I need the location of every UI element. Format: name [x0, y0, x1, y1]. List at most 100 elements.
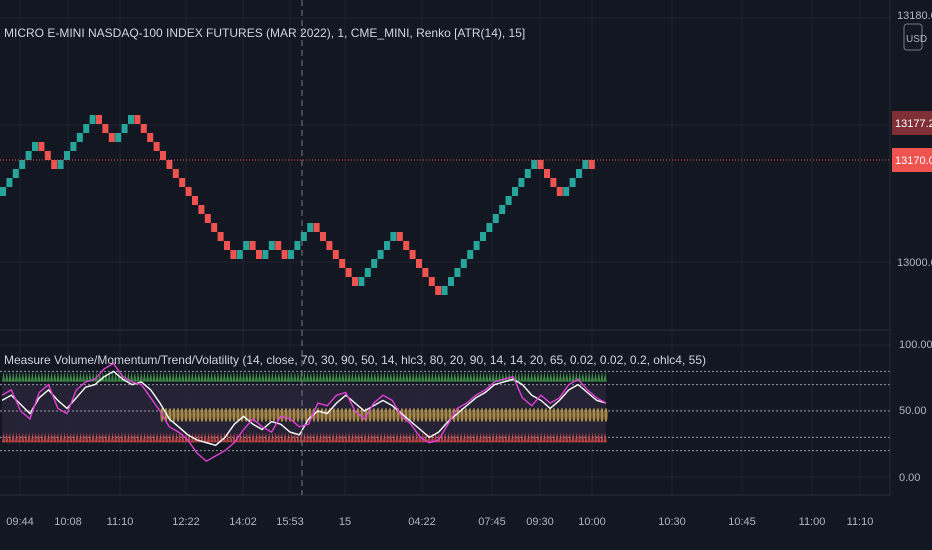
indicator-axis-100: 100.00	[899, 339, 932, 351]
indicator-axis-0: 0.00	[899, 472, 920, 484]
upper-signal-marker	[459, 371, 463, 382]
lower-signal-marker	[450, 432, 454, 443]
lower-signal-marker	[280, 432, 284, 443]
upper-signal-marker	[107, 371, 111, 382]
indicator-axis-50: 50.00	[899, 405, 927, 417]
renko-brick-down	[396, 232, 403, 241]
upper-signal-marker	[552, 371, 556, 382]
mid-band-marker	[200, 408, 204, 422]
mid-band-marker	[600, 408, 604, 422]
lower-signal-marker	[539, 432, 543, 443]
lower-signal-marker	[53, 432, 57, 443]
lower-signal-marker	[306, 432, 310, 443]
renko-brick-down	[38, 142, 45, 151]
time-axis[interactable]: 09:44 10:08 11:10 12:22 14:02 15:53 15 04:22 07:…	[6, 516, 873, 528]
upper-signal-marker	[142, 371, 146, 382]
upper-signal-marker	[526, 371, 530, 382]
mid-band-marker	[392, 408, 396, 422]
upper-signal-marker	[453, 371, 457, 382]
upper-signal-marker	[238, 371, 242, 382]
upper-signal-marker	[475, 371, 479, 382]
renko-brick-up	[505, 196, 512, 205]
mid-band-marker	[192, 408, 196, 422]
upper-signal-marker	[277, 371, 281, 382]
upper-signal-marker	[533, 371, 537, 382]
renko-brick-down	[428, 277, 435, 286]
upper-signal-marker	[229, 371, 233, 382]
upper-signal-marker	[523, 371, 527, 382]
upper-signal-marker	[584, 371, 588, 382]
lower-signal-marker	[155, 432, 159, 443]
lower-signal-marker	[104, 432, 108, 443]
mid-band-marker	[180, 408, 184, 422]
renko-brick-down	[96, 115, 102, 124]
time-axis-label: 09:30	[526, 516, 554, 528]
mid-band-marker	[560, 408, 564, 422]
lower-signal-marker	[405, 432, 409, 443]
upper-signal-marker	[251, 371, 255, 382]
mid-band-marker	[516, 408, 520, 422]
mid-band-marker	[592, 408, 596, 422]
lower-signal-marker	[238, 432, 242, 443]
lower-signal-marker	[82, 432, 86, 443]
renko-brick-up	[70, 142, 77, 151]
mid-band-marker	[428, 408, 432, 422]
upper-signal-marker	[286, 371, 290, 382]
lower-signal-marker	[459, 432, 463, 443]
upper-signal-marker	[46, 371, 50, 382]
renko-brick-up	[300, 232, 307, 241]
upper-signal-marker	[418, 371, 422, 382]
upper-signal-marker	[216, 371, 220, 382]
lower-signal-marker	[277, 432, 281, 443]
mid-band-marker	[572, 408, 576, 422]
lower-signal-marker	[549, 432, 553, 443]
currency-button[interactable]: USD	[903, 23, 927, 51]
price-label-top: 13180.00	[897, 10, 932, 22]
mid-band-marker	[356, 408, 360, 422]
renko-brick-down	[332, 250, 339, 259]
mid-band-marker	[440, 408, 444, 422]
mid-band-marker	[260, 408, 264, 422]
lower-signal-marker	[168, 432, 172, 443]
upper-signal-marker	[168, 371, 172, 382]
lower-signal-marker	[251, 432, 255, 443]
indicator-line-magenta	[1, 362, 607, 463]
renko-brick-down	[230, 250, 237, 259]
mid-band-marker	[420, 408, 424, 422]
upper-signal-marker	[270, 371, 274, 382]
lower-signal-marker	[18, 432, 22, 443]
renko-brick-up	[460, 259, 467, 268]
mid-band-marker	[532, 408, 536, 422]
mid-band-marker	[468, 408, 472, 422]
upper-signal-marker	[536, 371, 540, 382]
lower-signal-marker	[126, 432, 130, 443]
lower-signal-marker	[434, 432, 438, 443]
lower-signal-marker	[510, 432, 514, 443]
lower-signal-marker	[114, 432, 118, 443]
lower-signal-marker	[328, 432, 332, 443]
upper-signal-marker	[50, 371, 54, 382]
upper-signal-marker	[357, 371, 361, 382]
lower-signal-marker	[546, 432, 550, 443]
upper-signal-marker	[280, 371, 284, 382]
lower-signal-marker	[56, 432, 60, 443]
indicator-pane[interactable]	[0, 362, 890, 463]
lower-signal-marker	[558, 432, 562, 443]
mid-band-marker	[540, 408, 544, 422]
upper-signal-marker	[261, 371, 265, 382]
lower-signal-marker	[318, 432, 322, 443]
lower-signal-marker	[130, 432, 134, 443]
upper-signal-marker	[498, 371, 502, 382]
upper-signal-marker	[558, 371, 562, 382]
renko-brick-down	[416, 259, 422, 268]
lower-signal-marker	[562, 432, 566, 443]
upper-signal-marker	[318, 371, 322, 382]
renko-brick-down	[550, 178, 557, 187]
lower-signal-marker	[162, 432, 166, 443]
lower-signal-marker	[101, 432, 105, 443]
renko-brick-up	[268, 241, 275, 250]
renko-brick-up	[467, 250, 474, 259]
price-pane[interactable]	[0, 115, 890, 295]
lower-signal-marker	[302, 432, 306, 443]
